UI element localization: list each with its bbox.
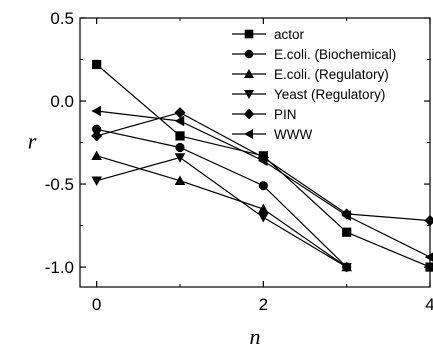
data-point bbox=[175, 142, 185, 153]
legend-label: WWW bbox=[274, 127, 312, 142]
legend-label: E.coli. (Biochemical) bbox=[274, 47, 396, 62]
legend-marker bbox=[244, 129, 253, 139]
series-layer bbox=[91, 59, 433, 273]
y-tick-label: -0.5 bbox=[45, 175, 74, 194]
legend-item: E.coli. (Biochemical) bbox=[232, 47, 396, 62]
legend-marker bbox=[244, 29, 254, 39]
series-6 bbox=[91, 105, 433, 262]
legend-item: Yeast (Regulatory) bbox=[232, 87, 385, 102]
series-line bbox=[96, 156, 348, 268]
data-point bbox=[174, 115, 185, 127]
legend-item: actor bbox=[232, 27, 305, 42]
data-point bbox=[91, 150, 102, 161]
data-point bbox=[424, 215, 433, 227]
legend-item: E.coli. (Regulatory) bbox=[232, 67, 389, 82]
x-tick-label: 2 bbox=[259, 295, 268, 314]
data-point bbox=[91, 130, 103, 142]
data-point bbox=[258, 213, 269, 223]
data-point bbox=[258, 155, 268, 167]
legend-item: WWW bbox=[232, 127, 312, 142]
data-point bbox=[174, 153, 186, 163]
legend-marker bbox=[243, 108, 255, 120]
data-point bbox=[174, 107, 186, 119]
legend-marker bbox=[244, 90, 254, 99]
data-point bbox=[341, 210, 351, 221]
x-axis-title: n bbox=[250, 324, 261, 349]
y-axis-title: r bbox=[28, 129, 37, 154]
series-line bbox=[96, 155, 348, 268]
data-point bbox=[258, 203, 269, 214]
legend-label: actor bbox=[274, 27, 305, 42]
data-point bbox=[258, 181, 268, 191]
legend-item: PIN bbox=[232, 107, 297, 122]
axis-layer: 0 2 4 0.5 0.0 -0.5 -1.0 bbox=[45, 9, 433, 314]
legend-label: PIN bbox=[274, 107, 297, 122]
legend-label: E.coli. (Regulatory) bbox=[274, 67, 389, 82]
data-point bbox=[175, 131, 185, 141]
series-4 bbox=[91, 153, 352, 273]
x-tick-label: 0 bbox=[92, 295, 101, 314]
legend-label: Yeast (Regulatory) bbox=[274, 87, 385, 102]
y-tick-label: 0.5 bbox=[50, 9, 74, 28]
data-point bbox=[92, 59, 102, 70]
data-point bbox=[174, 175, 186, 185]
y-tick-label: 0.0 bbox=[50, 92, 74, 111]
data-point bbox=[91, 176, 102, 187]
legend-marker bbox=[244, 49, 254, 59]
y-tick-label: -1.0 bbox=[45, 258, 74, 277]
data-point bbox=[341, 262, 352, 273]
plot-frame bbox=[79, 17, 431, 288]
x-tick-label: 4 bbox=[425, 295, 433, 314]
legend: actor E.coli. (Biochemical) E.coli. (Regul… bbox=[232, 27, 396, 142]
data-point bbox=[91, 105, 101, 117]
data-point bbox=[342, 227, 352, 237]
data-point bbox=[92, 124, 102, 134]
legend-marker bbox=[244, 69, 254, 78]
series-line bbox=[96, 128, 348, 268]
data-point bbox=[424, 252, 433, 262]
